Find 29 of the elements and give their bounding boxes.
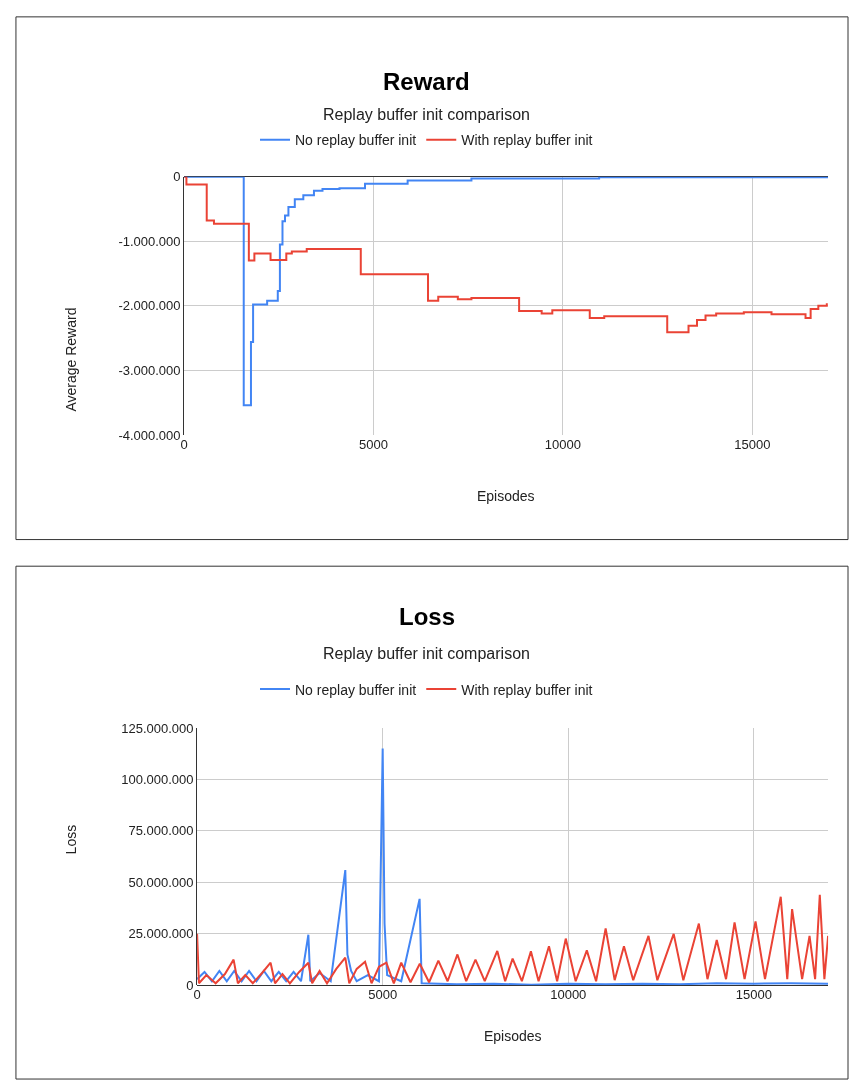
x-tick-label: 15000 bbox=[735, 987, 772, 1003]
y-tick-label: -4.000.000 bbox=[118, 427, 181, 443]
y-tick-label: 75.000.000 bbox=[128, 823, 194, 839]
legend-label: With replay buffer init bbox=[461, 132, 593, 149]
legend-label: With replay buffer init bbox=[461, 681, 593, 698]
chart-title: Reward bbox=[383, 68, 470, 95]
y-tick-label: 125.000.000 bbox=[121, 720, 194, 736]
y-tick-label: 100.000.000 bbox=[121, 771, 194, 787]
y-tick-label: 0 bbox=[186, 977, 194, 993]
y-axis-title: Loss bbox=[63, 824, 80, 855]
x-tick-label: 10000 bbox=[544, 437, 582, 453]
x-axis-title: Episodes bbox=[484, 1028, 542, 1044]
x-axis-title: Episodes bbox=[477, 488, 535, 504]
y-axis-title: Average Reward bbox=[62, 307, 79, 412]
chart-title: Loss bbox=[399, 603, 456, 630]
x-tick-label: 5000 bbox=[359, 437, 389, 453]
legend-label: No replay buffer init bbox=[295, 132, 417, 149]
chart-subtitle: Replay buffer init comparison bbox=[323, 645, 530, 662]
y-tick-label: -3.000.000 bbox=[118, 362, 181, 378]
x-tick-label: 5000 bbox=[368, 987, 398, 1003]
y-tick-label: -2.000.000 bbox=[118, 298, 181, 314]
x-tick-label: 15000 bbox=[734, 437, 771, 453]
y-tick-label: 25.000.000 bbox=[128, 926, 194, 942]
y-tick-label: 50.000.000 bbox=[128, 874, 194, 890]
y-tick-label: -1.000.000 bbox=[118, 233, 181, 249]
chart-subtitle: Replay buffer init comparison bbox=[323, 106, 530, 123]
x-tick-label: 10000 bbox=[550, 987, 587, 1003]
y-tick-label: 0 bbox=[173, 169, 181, 185]
legend-label: No replay buffer init bbox=[295, 681, 417, 698]
